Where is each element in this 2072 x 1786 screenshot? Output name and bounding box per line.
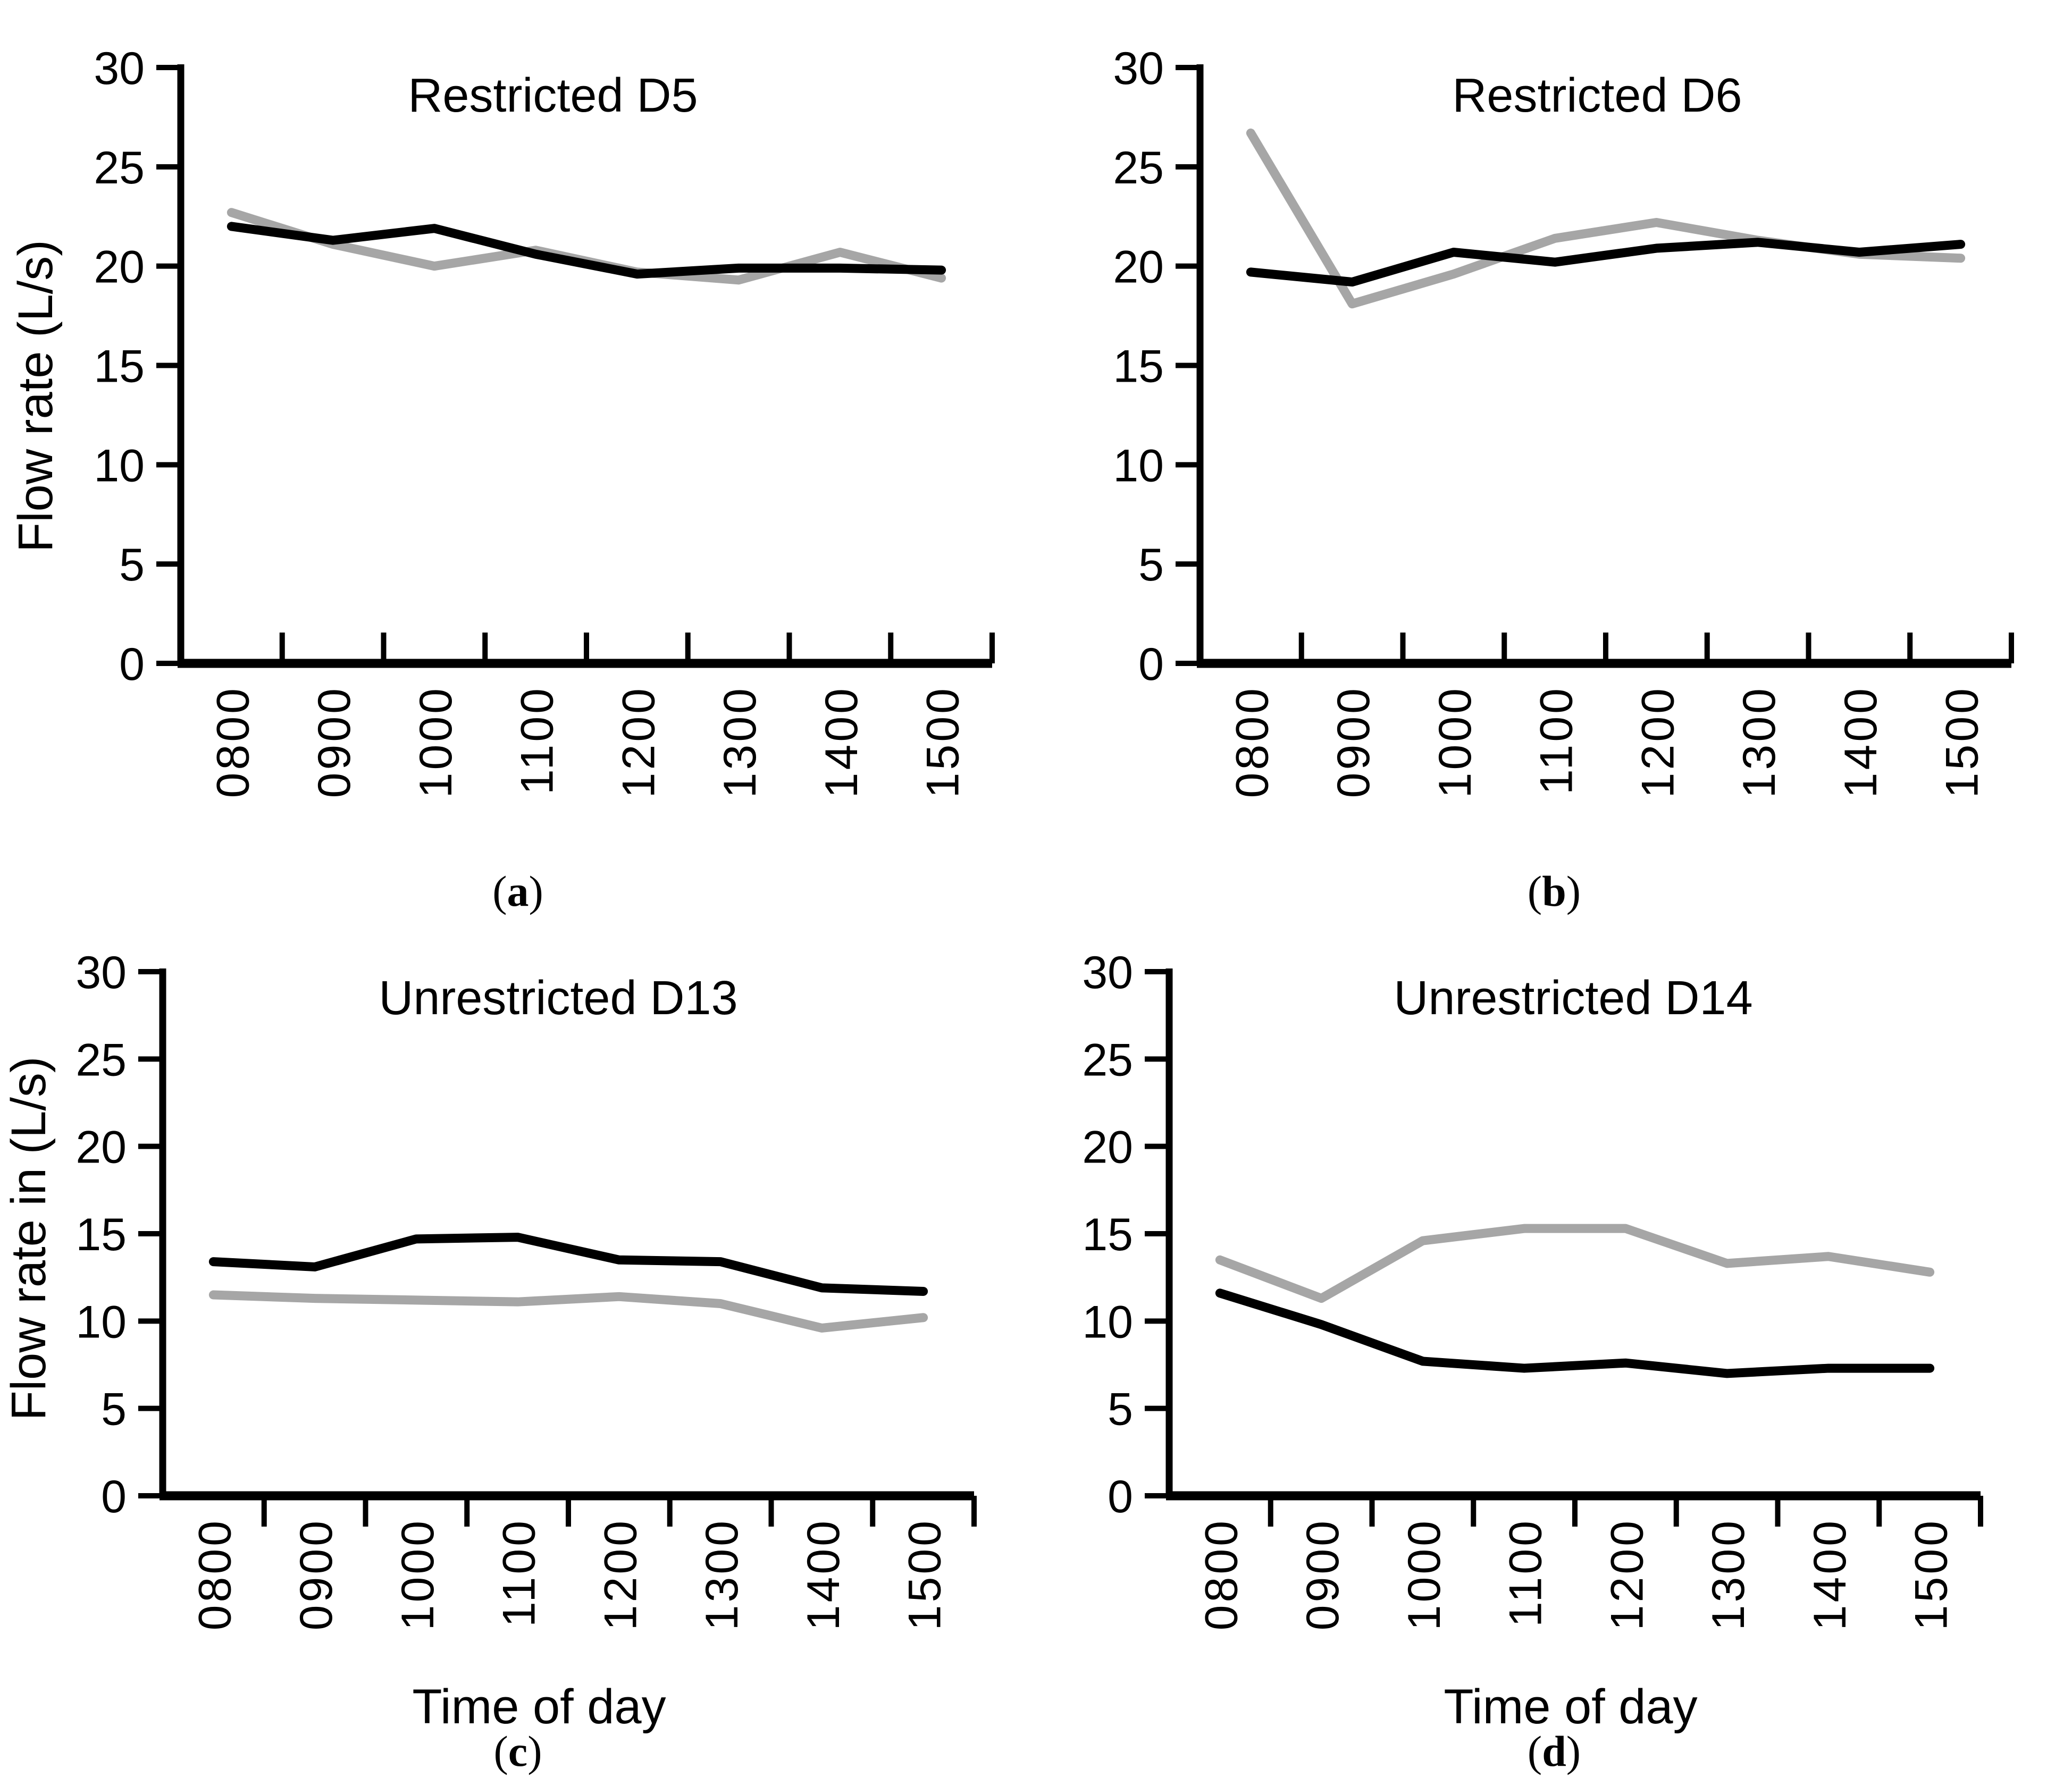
series-line-black [1246, 238, 1966, 287]
x-tick-label: 1100 [1531, 686, 1582, 795]
x-tick-label: 1400 [798, 1518, 849, 1630]
y-tick-label: 5 [119, 540, 145, 591]
x-tick-label: 1400 [1835, 686, 1886, 798]
panel-label-b: (b) [1036, 866, 2072, 916]
x-tick-label: 0900 [291, 1518, 342, 1630]
x-tick-label: 1400 [1805, 1518, 1856, 1630]
series-line-gray [208, 1290, 928, 1333]
y-tick-label: 10 [76, 1296, 127, 1347]
y-tick-label: 30 [1082, 947, 1133, 998]
x-tick-label: 0800 [1227, 686, 1278, 798]
chart-b-canvas: 0 5 10 15 20 25 30 0800 0900 1000 1100 1200 1300 1400… [1113, 43, 2014, 798]
x-tick-label: 0800 [207, 686, 258, 798]
x-tick-label: 1500 [918, 686, 969, 798]
panel-label-c-open: ( [493, 1727, 508, 1775]
y-tick-label: 0 [101, 1471, 127, 1522]
y-tick-label: 20 [1082, 1122, 1133, 1173]
x-axis-title: Time of day [412, 1680, 666, 1734]
series-line-gray [1215, 1224, 1935, 1303]
y-tick-label: 10 [1082, 1296, 1133, 1347]
x-tick-label: 1100 [494, 1518, 545, 1627]
x-tick-label: 0800 [189, 1518, 240, 1630]
chart-d-canvas: 0 5 10 15 20 25 30 0800 0900 1000 1100 1200 1300 1400… [1082, 947, 1983, 1734]
chart-a-canvas: 0 5 10 15 20 25 30 0800 0900 1000 1100 1200 1300 1400… [9, 43, 995, 798]
y-tick-label: 5 [1108, 1384, 1133, 1435]
x-tick-label: 1200 [613, 686, 664, 798]
chart-title: Restricted D5 [408, 69, 698, 122]
x-tick-label: 1500 [900, 1518, 951, 1630]
x-tick-label: 0900 [1297, 1518, 1348, 1630]
y-tick-label: 25 [94, 142, 145, 193]
x-tick-label: 1400 [816, 686, 867, 798]
y-axis-title: Flow rate in (L/s) [2, 1056, 56, 1420]
x-tick-label: 0900 [309, 686, 360, 798]
y-tick-label: 15 [94, 341, 145, 392]
x-tick-label: 1100 [512, 686, 563, 795]
y-tick-label: 0 [119, 639, 145, 690]
x-tick-label: 0800 [1196, 1518, 1247, 1630]
x-axis-title: Time of day [1444, 1680, 1697, 1734]
y-tick-label: 10 [94, 440, 145, 491]
x-tick-label: 1300 [697, 1518, 748, 1630]
y-tick-label: 0 [1138, 639, 1164, 690]
y-tick-label: 0 [1108, 1471, 1133, 1522]
panel-label-a-close: ) [529, 867, 543, 915]
panel-label-a: (a) [0, 866, 1036, 916]
panel-label-b-close: ) [1566, 867, 1581, 915]
x-tick-label: 1200 [1601, 1518, 1652, 1630]
x-tick-label: 1500 [1937, 686, 1988, 798]
y-tick-label: 30 [94, 43, 145, 94]
y-axis-title: Flow rate (L/s) [9, 240, 63, 552]
x-tick-label: 1300 [1734, 686, 1785, 798]
x-tick-label: 1000 [1430, 686, 1481, 798]
y-tick-label: 10 [1113, 440, 1164, 491]
chart-title: Unrestricted D14 [1394, 972, 1752, 1025]
y-tick-label: 5 [1138, 540, 1164, 591]
x-tick-label: 1100 [1500, 1518, 1551, 1627]
chart-title: Restricted D6 [1452, 69, 1742, 122]
panel-label-d-open: ( [1527, 1727, 1542, 1775]
y-tick-label: 20 [76, 1122, 127, 1173]
series-line-black [1215, 1288, 1935, 1378]
y-tick-label: 25 [76, 1034, 127, 1085]
panel-a-restricted-d5: 0 5 10 15 20 25 30 0800 0900 1000 1100 1200 1300 1400… [0, 0, 1036, 893]
x-tick-label: 1300 [1703, 1518, 1754, 1630]
y-tick-label: 15 [1082, 1209, 1133, 1260]
y-tick-label: 25 [1082, 1034, 1133, 1085]
panel-label-c: (c) [0, 1726, 1036, 1776]
panel-b-restricted-d6: 0 5 10 15 20 25 30 0800 0900 1000 1100 1200 1300 1400… [1036, 0, 2072, 893]
y-tick-label: 25 [1113, 142, 1164, 193]
panel-label-c-close: ) [527, 1727, 542, 1775]
y-tick-label: 30 [76, 947, 127, 998]
x-tick-label: 1000 [1399, 1518, 1450, 1630]
panel-c-unrestricted-d13: 0 5 10 15 20 25 30 0800 0900 1000 1100 1200 1300 1400… [0, 893, 1036, 1786]
x-tick-label: 0900 [1328, 686, 1379, 798]
y-tick-label: 5 [101, 1384, 127, 1435]
x-tick-label: 1000 [392, 1518, 443, 1630]
panel-d-unrestricted-d14: 0 5 10 15 20 25 30 0800 0900 1000 1100 1200 1300 1400… [1036, 893, 2072, 1786]
x-tick-label: 1200 [595, 1518, 646, 1630]
panel-label-c-letter: c [508, 1727, 528, 1775]
chart-title: Unrestricted D13 [379, 972, 737, 1025]
x-tick-label: 1200 [1632, 686, 1683, 798]
y-tick-label: 20 [1113, 242, 1164, 293]
panel-label-d: (d) [1036, 1726, 2072, 1776]
panel-label-b-open: ( [1527, 867, 1542, 915]
x-tick-label: 1300 [715, 686, 766, 798]
y-tick-label: 15 [76, 1209, 127, 1260]
panel-label-a-open: ( [492, 867, 507, 915]
chart-c-canvas: 0 5 10 15 20 25 30 0800 0900 1000 1100 1200 1300 1400… [2, 947, 977, 1734]
panel-label-b-letter: b [1542, 867, 1566, 915]
panel-label-d-close: ) [1566, 1727, 1581, 1775]
series-line-black [227, 222, 946, 279]
x-tick-label: 1500 [1906, 1518, 1957, 1630]
panel-label-d-letter: d [1542, 1727, 1566, 1775]
y-tick-label: 20 [94, 242, 145, 293]
series-line-black [208, 1233, 928, 1296]
y-tick-label: 30 [1113, 43, 1164, 94]
y-tick-label: 15 [1113, 341, 1164, 392]
x-tick-label: 1000 [410, 686, 462, 798]
panel-label-a-letter: a [507, 867, 529, 915]
